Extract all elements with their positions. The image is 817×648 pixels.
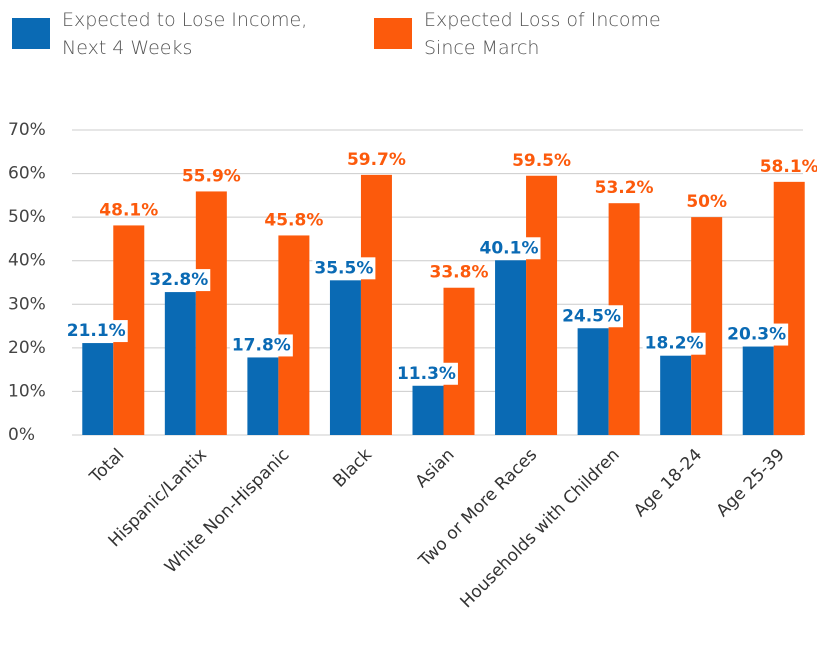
bar: [329, 280, 361, 435]
bar: [691, 217, 723, 435]
data-label: 45.8%: [264, 210, 323, 230]
bar: [164, 292, 196, 435]
y-tick-label: 70%: [8, 120, 46, 140]
legend-swatch: [374, 18, 412, 49]
x-tick-label: Age 25-39: [713, 445, 789, 521]
data-label: 24.5%: [562, 306, 621, 326]
bar: [577, 328, 609, 435]
y-tick-label: 30%: [8, 294, 46, 314]
legend-item: Expected to Lose Income, Next 4 Weeks: [12, 6, 332, 62]
y-tick-label: 50%: [8, 207, 46, 227]
data-label: 32.8%: [149, 270, 208, 290]
data-label: 18.2%: [645, 334, 704, 354]
data-label-bg: [642, 332, 706, 355]
data-label-bg: [725, 323, 789, 346]
bar: [660, 355, 692, 435]
data-label: 53.2%: [595, 178, 654, 198]
bar: [247, 357, 279, 435]
legend-label: Expected to Lose Income, Next 4 Weeks: [62, 9, 308, 59]
data-label: 55.9%: [182, 166, 241, 186]
x-tick-label: Age 18-24: [630, 445, 706, 521]
bar: [742, 346, 774, 435]
data-label: 20.3%: [727, 325, 786, 345]
data-label: 50%: [686, 192, 727, 212]
data-label: 11.3%: [397, 364, 456, 384]
data-label-bg: [229, 334, 293, 357]
bar: [495, 260, 527, 435]
bar: [195, 191, 227, 435]
bar: [412, 385, 444, 435]
bar: [526, 175, 558, 435]
y-tick-label: 10%: [8, 381, 46, 401]
data-label: 48.1%: [99, 200, 158, 220]
data-label-bg: [477, 237, 541, 260]
data-label: 35.5%: [314, 258, 373, 278]
y-tick-label: 40%: [8, 251, 46, 271]
bar: [360, 174, 392, 435]
x-tick-label: Black: [329, 445, 376, 492]
legend-swatch: [12, 18, 50, 49]
x-tick-label: Asian: [412, 445, 459, 492]
data-label-bg: [394, 362, 458, 385]
data-label-bg: [147, 269, 211, 292]
bar: [82, 343, 114, 435]
legend-item: Expected Loss of Income Since March: [374, 6, 694, 62]
data-label: 33.8%: [430, 263, 489, 283]
data-label-bg: [64, 320, 128, 343]
y-tick-label: 20%: [8, 338, 46, 358]
data-label: 59.7%: [347, 150, 406, 170]
y-tick-label: 60%: [8, 164, 46, 184]
bar: [443, 287, 475, 435]
data-label: 40.1%: [480, 238, 539, 258]
data-label: 58.1%: [760, 157, 817, 177]
x-tick-label: Households with Children: [456, 445, 623, 612]
x-tick-label: Total: [85, 445, 128, 488]
bar: [773, 181, 805, 435]
legend-label: Expected Loss of Income Since March: [424, 9, 661, 59]
y-tick-label: 0%: [8, 425, 35, 445]
data-label-bg: [312, 257, 376, 280]
data-label-bg: [560, 305, 624, 328]
data-label: 59.5%: [512, 151, 571, 171]
data-label: 17.8%: [232, 335, 291, 355]
data-label: 21.1%: [67, 321, 126, 341]
